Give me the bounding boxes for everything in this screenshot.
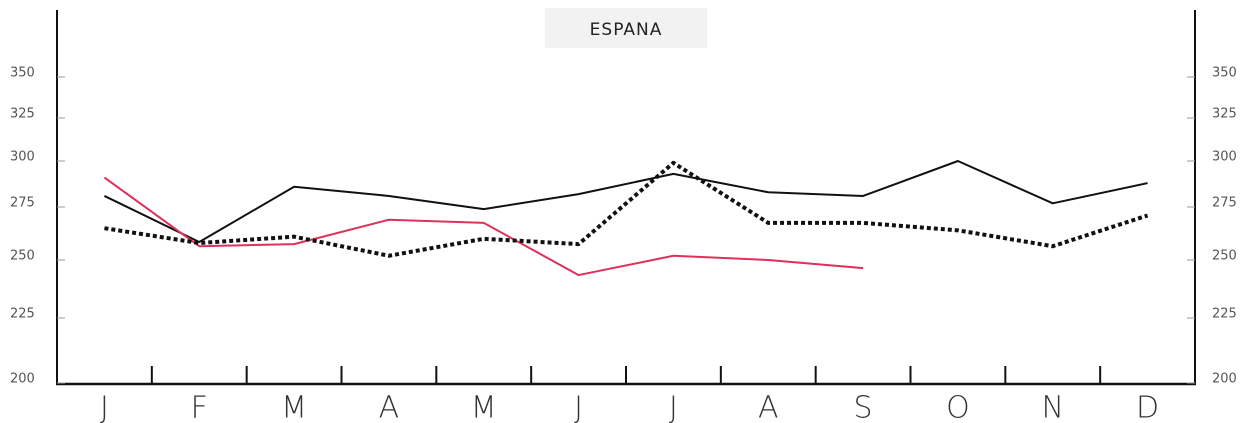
y-tick-label: 350 — [10, 66, 35, 81]
series-line — [103, 176, 864, 277]
series-line — [104, 160, 1149, 258]
y2-tick-label: 300 — [1212, 150, 1237, 165]
chart-title: ESPANA — [590, 20, 663, 40]
x-tick-label: A — [758, 391, 779, 423]
x-tick-label: M — [471, 391, 497, 423]
y2-tick-label: 250 — [1212, 249, 1237, 264]
y2-tick-label: 225 — [1212, 307, 1237, 322]
y-tick-label: 300 — [10, 150, 35, 165]
x-tick-label: S — [854, 391, 873, 423]
x-tick-label: J — [574, 391, 583, 423]
x-tick-label: J — [669, 391, 678, 423]
y-tick-label: 200 — [10, 372, 35, 387]
y-tick-label: 325 — [10, 107, 35, 122]
title-box — [545, 8, 707, 48]
series-line — [103, 160, 1148, 243]
x-tick-label: F — [191, 391, 208, 423]
y2-tick-label: 200 — [1212, 372, 1237, 387]
y2-tick-label: 350 — [1212, 66, 1237, 81]
y-tick-label: 250 — [10, 249, 35, 264]
x-tick-label: N — [1042, 391, 1064, 423]
y2-tick-label: 275 — [1212, 196, 1237, 211]
x-tick-label: O — [946, 391, 970, 423]
y-tick-label: 275 — [10, 196, 35, 211]
x-tick-label: J — [100, 391, 109, 423]
y-tick-label: 225 — [10, 307, 35, 322]
x-tick-label: A — [379, 391, 400, 423]
x-tick-label: M — [281, 391, 307, 423]
x-tick-label: D — [1136, 391, 1159, 423]
y2-tick-label: 325 — [1212, 107, 1237, 122]
